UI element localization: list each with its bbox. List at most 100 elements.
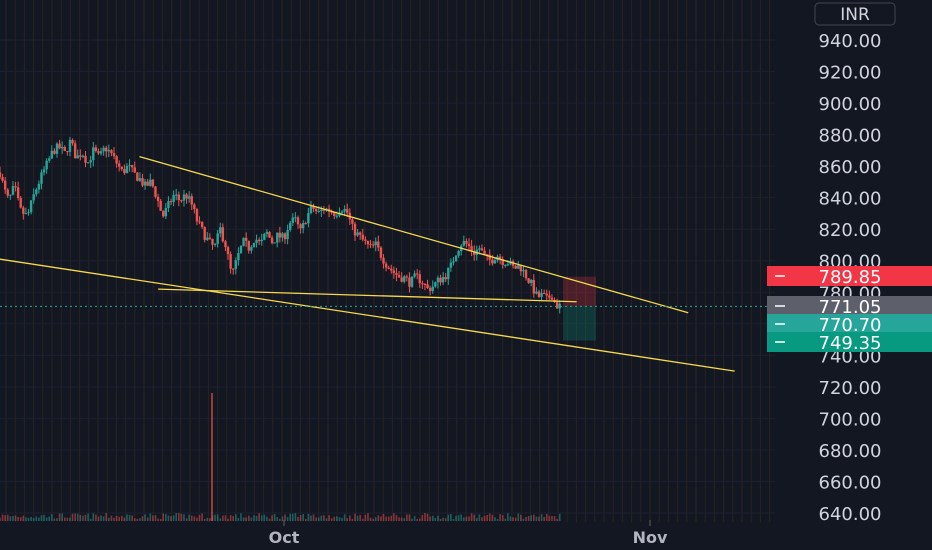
candle-body xyxy=(232,268,235,270)
candle-body xyxy=(408,277,411,287)
volume-bar xyxy=(276,517,279,521)
volume-bar xyxy=(380,516,382,521)
y-tick-label: 680.00 xyxy=(819,441,882,462)
volume-bar xyxy=(395,515,398,521)
trendline[interactable] xyxy=(0,258,735,372)
candle-body xyxy=(9,194,12,196)
trendline[interactable] xyxy=(139,156,689,314)
volume-bar xyxy=(19,517,22,521)
volume-bar xyxy=(501,515,504,521)
candle-body xyxy=(444,277,447,280)
volume-bar xyxy=(299,515,302,521)
currency-button[interactable]: INR xyxy=(814,2,896,26)
volume-bar xyxy=(268,518,271,521)
volume-bar xyxy=(120,515,123,521)
candlestick-series xyxy=(0,136,561,314)
volume-bar xyxy=(53,518,56,521)
volume-bar xyxy=(403,518,406,521)
volume-bar xyxy=(434,517,437,521)
volume-bar xyxy=(413,515,416,521)
candle-body xyxy=(340,211,344,213)
volume-bar xyxy=(284,514,286,521)
volume-bar xyxy=(548,515,551,521)
candle-body xyxy=(276,232,279,243)
volume-bar xyxy=(193,516,196,521)
volume-bar xyxy=(367,513,369,521)
candle-body xyxy=(71,139,74,144)
volume-bar xyxy=(323,515,325,521)
candle-body xyxy=(382,257,385,264)
candle-body xyxy=(467,243,471,247)
candle-body xyxy=(136,172,139,181)
volume-bar xyxy=(6,514,9,521)
candle-body xyxy=(213,243,217,245)
volume-bar xyxy=(74,513,76,521)
volume-bar xyxy=(522,518,525,521)
candle-body xyxy=(434,282,437,287)
volume-bar xyxy=(48,516,51,521)
candle-body xyxy=(58,143,61,149)
candle-body xyxy=(0,172,2,178)
volume-bar xyxy=(483,515,486,521)
candle-body xyxy=(167,201,170,208)
volume-bar xyxy=(188,514,190,521)
candle-body xyxy=(278,232,282,238)
volume-bar xyxy=(527,515,530,521)
volume-bar xyxy=(157,518,159,521)
candle-body xyxy=(558,303,561,309)
trendline[interactable] xyxy=(158,288,577,303)
candle-body xyxy=(3,180,7,190)
candle-body xyxy=(242,237,245,247)
volume-bar xyxy=(198,514,201,521)
candle-body xyxy=(216,233,219,244)
volume-bar xyxy=(499,514,501,521)
candle-body xyxy=(45,160,48,170)
volume-bar xyxy=(429,516,431,521)
time-axis[interactable]: Oct Nov xyxy=(269,520,668,547)
volume-bar xyxy=(292,513,294,521)
candle-body xyxy=(493,260,497,264)
candle-body xyxy=(219,227,222,234)
candle-body xyxy=(483,250,486,255)
candle-body xyxy=(387,267,390,269)
volume-bar xyxy=(520,514,522,521)
candle-body xyxy=(421,283,424,285)
candle-body xyxy=(110,150,113,154)
volume-bar xyxy=(165,513,167,521)
volume-bar xyxy=(426,513,429,521)
candle-body xyxy=(146,181,149,186)
volume-bar xyxy=(63,517,66,521)
candle-body xyxy=(257,239,261,242)
volume-bar xyxy=(424,513,426,521)
candle-body xyxy=(81,155,85,157)
volume-bar xyxy=(40,515,43,521)
risk-reward-tool[interactable] xyxy=(563,276,596,341)
volume-bar xyxy=(281,516,284,521)
candle-body xyxy=(66,151,69,153)
candle-body xyxy=(68,139,72,152)
candle-body xyxy=(299,224,302,229)
volume-bar xyxy=(159,518,162,521)
volume-bar xyxy=(439,518,442,521)
volume-bar xyxy=(170,516,172,521)
volume-bar xyxy=(12,515,14,521)
volume-bar xyxy=(307,513,310,521)
candle-body xyxy=(112,153,116,157)
candle-body xyxy=(532,279,535,294)
volume-bar xyxy=(517,513,520,521)
candle-body xyxy=(454,255,458,262)
volume-bar xyxy=(105,513,108,521)
candle-body xyxy=(550,297,554,300)
candle-body xyxy=(447,267,450,280)
y-tick-label: 700.00 xyxy=(819,409,882,430)
candle-body xyxy=(361,234,364,240)
take-profit-zone[interactable] xyxy=(563,306,596,341)
candle-body xyxy=(255,239,258,243)
candle-body xyxy=(491,259,494,264)
trendlines[interactable] xyxy=(0,156,735,372)
volume-bar xyxy=(245,517,247,521)
candle-body xyxy=(156,196,160,201)
volume-bar xyxy=(240,513,242,521)
